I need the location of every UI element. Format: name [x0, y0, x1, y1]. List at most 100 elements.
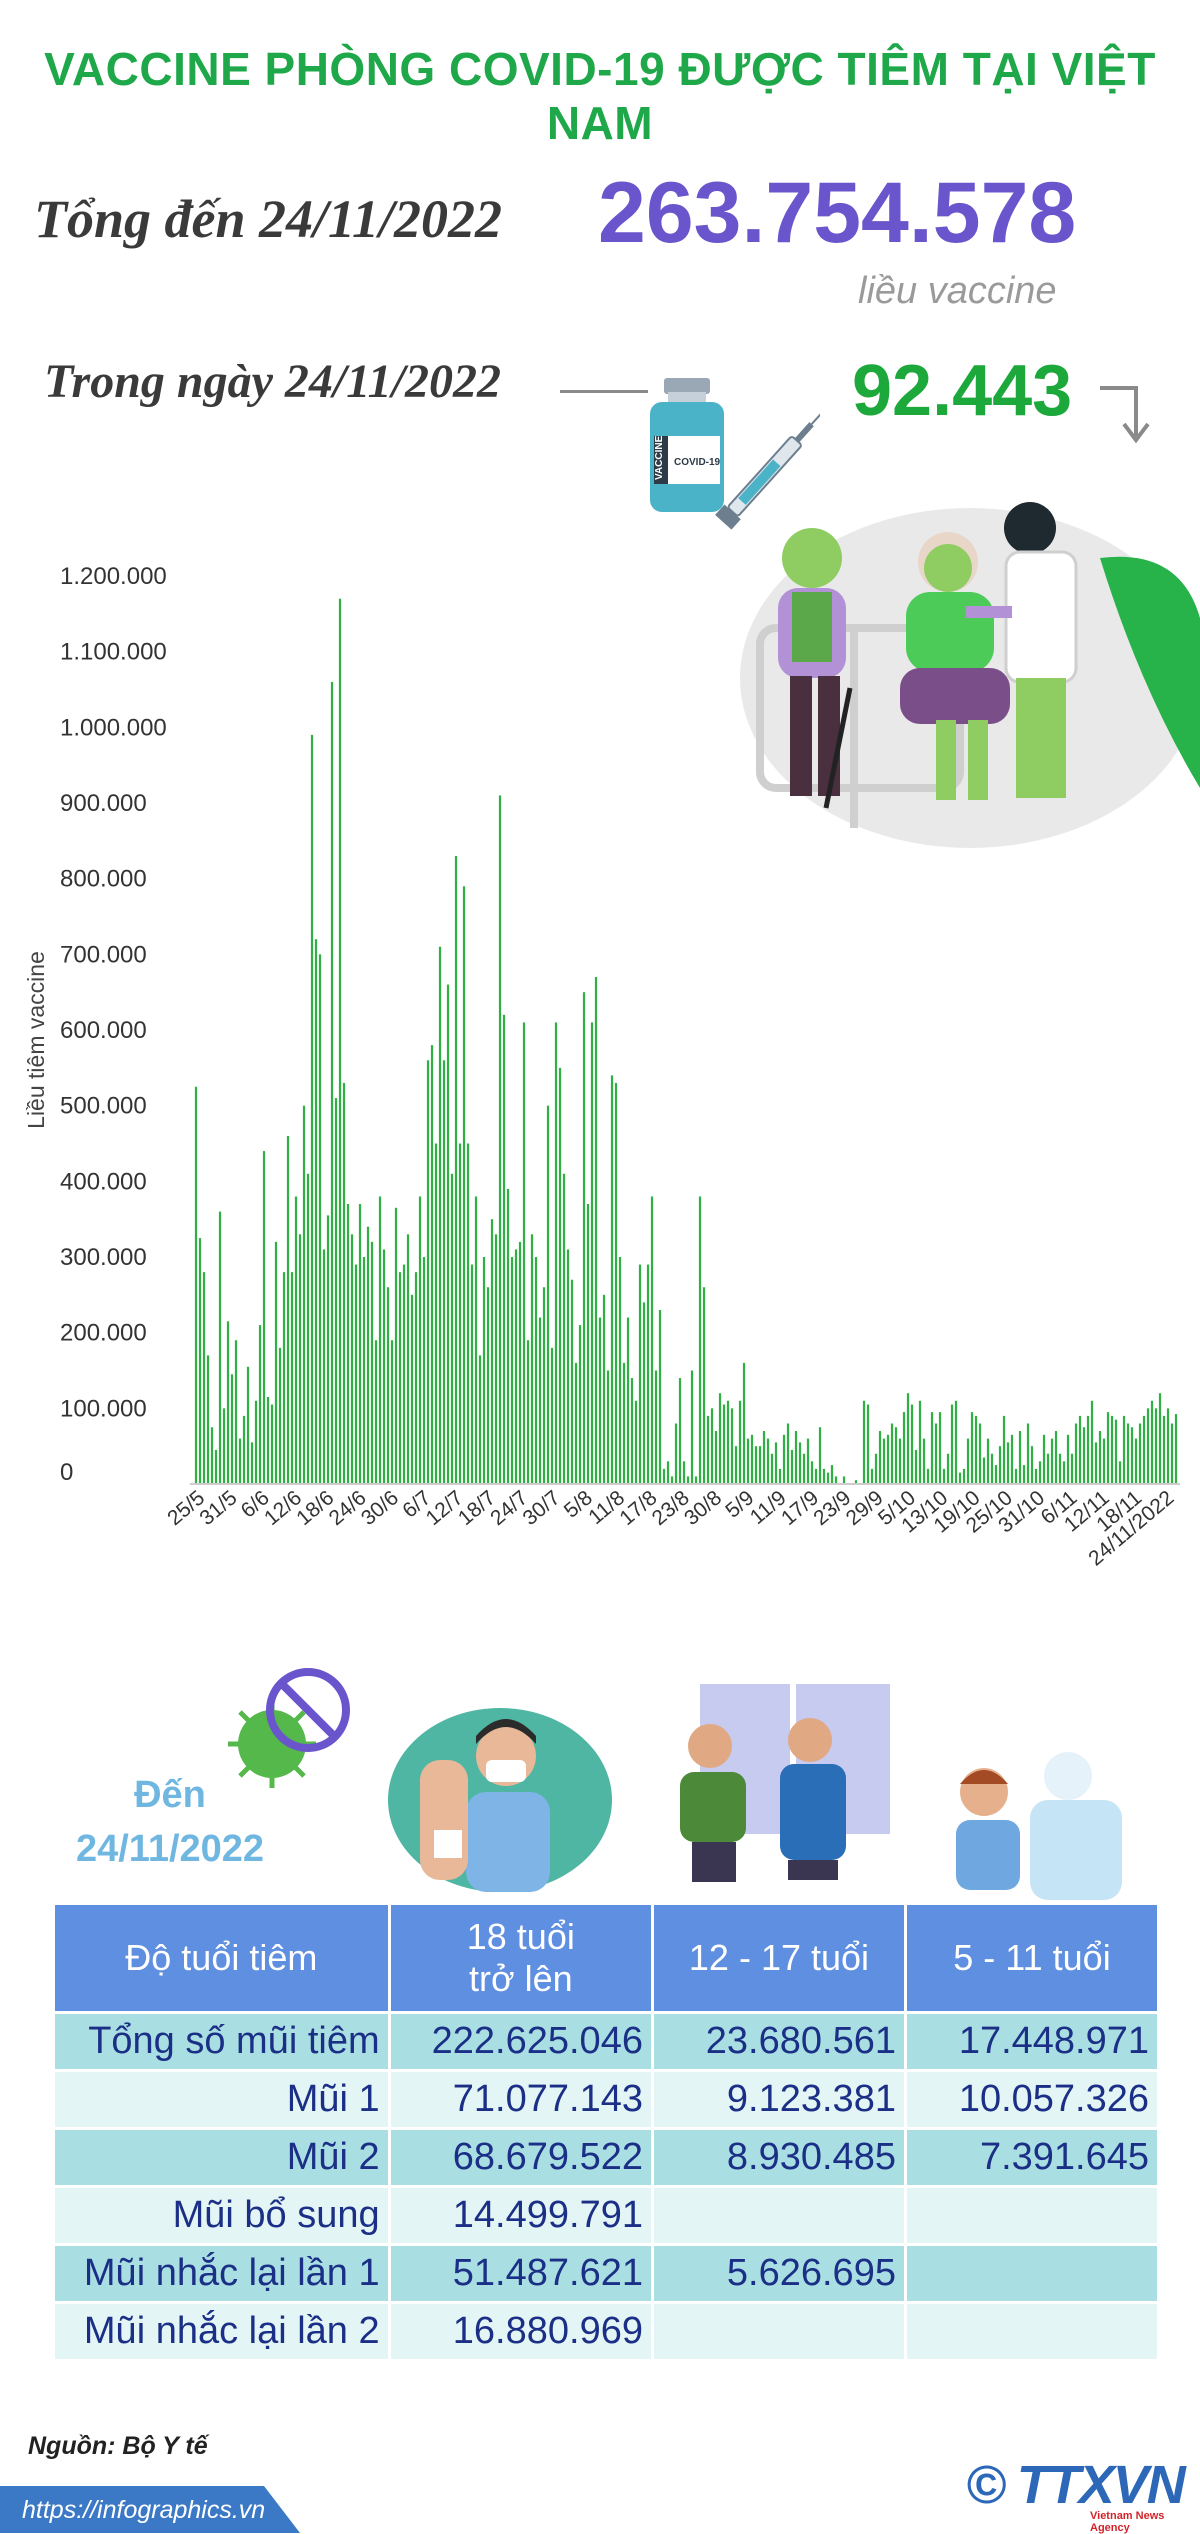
bar [1138, 1423, 1142, 1484]
bar [782, 1434, 786, 1484]
bar [718, 1393, 722, 1484]
bar [1102, 1438, 1106, 1484]
table-row: Mũi 2 68.679.522 8.930.485 7.391.645 [55, 2130, 1157, 2185]
bar [470, 1264, 474, 1484]
bar [206, 1355, 210, 1484]
bar [458, 1143, 462, 1484]
bar [1126, 1423, 1130, 1484]
vaccine-vial-icon: VACCINE COVID-19 [650, 378, 820, 530]
bar [890, 1423, 894, 1484]
bar [506, 1188, 510, 1484]
bar [994, 1465, 998, 1484]
bar [706, 1415, 710, 1484]
bar [286, 1135, 290, 1484]
bar [1082, 1427, 1086, 1484]
x-axis: 25/531/56/612/618/624/630/66/712/718/724… [163, 1486, 1178, 1570]
bar [266, 1396, 270, 1484]
bar [914, 1449, 918, 1484]
bar [602, 1294, 606, 1484]
bar [534, 1257, 538, 1484]
day-label: Trong ngày 24/11/2022 [44, 355, 501, 408]
bar [1038, 1461, 1042, 1484]
bar [1110, 1415, 1114, 1484]
bar [1066, 1434, 1070, 1484]
bar [562, 1173, 566, 1484]
cell-value: 8.930.485 [653, 2130, 904, 2185]
cell-value: 17.448.971 [906, 2014, 1157, 2069]
bar [830, 1465, 834, 1484]
table-row: Tổng số mũi tiêm 222.625.046 23.680.561 … [55, 2014, 1157, 2069]
bar [922, 1438, 926, 1484]
bar [758, 1446, 762, 1484]
bar [598, 1317, 602, 1484]
row-label: Tổng số mũi tiêm [55, 2014, 388, 2069]
bar [498, 795, 502, 1484]
bar [554, 1022, 558, 1484]
bar [750, 1434, 754, 1484]
bar [1050, 1438, 1054, 1484]
bar [382, 1249, 386, 1484]
bar [518, 1241, 522, 1484]
y-tick-label: 200.000 [60, 1320, 147, 1347]
main-title: VACCINE PHÒNG COVID-19 ĐƯỢC TIÊM TẠI VIỆ… [44, 43, 1156, 149]
date-caption-line2: 24/11/2022 [75, 1828, 265, 1870]
bar [406, 1234, 410, 1484]
bar [494, 1234, 498, 1484]
bar [1018, 1431, 1022, 1484]
bar [466, 1143, 470, 1484]
cell-value: 16.880.969 [390, 2304, 651, 2359]
vial-label: COVID-19 [674, 457, 721, 468]
table-header-row: Độ tuổi tiêm 18 tuổi trở lên 12 - 17 tuổ… [55, 1905, 1157, 2011]
bar [986, 1438, 990, 1484]
bar [982, 1457, 986, 1484]
bar [430, 1045, 434, 1484]
bar [510, 1257, 514, 1484]
bar [398, 1272, 402, 1484]
bar [1030, 1446, 1034, 1484]
bar [234, 1340, 238, 1484]
bar [610, 1075, 614, 1484]
date-caption-line1: Đến [134, 1774, 206, 1816]
cell-value: 9.123.381 [653, 2072, 904, 2127]
day-value: 92.443 [852, 351, 1073, 431]
bar [870, 1468, 874, 1484]
cell-value [906, 2246, 1157, 2301]
bar [794, 1431, 798, 1484]
cell-value: 14.499.791 [390, 2188, 651, 2243]
bar [1046, 1453, 1050, 1484]
bar [958, 1472, 962, 1484]
bar [550, 1347, 554, 1484]
bar [902, 1412, 906, 1484]
x-tick-label: 30/8 [680, 1486, 726, 1530]
bar [362, 1257, 366, 1484]
bar [314, 939, 318, 1484]
bar [1150, 1400, 1154, 1484]
bar [746, 1438, 750, 1484]
bar [1154, 1408, 1158, 1484]
header-18-plus: 18 tuổi trở lên [390, 1905, 651, 2011]
bar [1058, 1453, 1062, 1484]
row-label: Mũi nhắc lại lần 2 [55, 2304, 388, 2359]
cell-value: 222.625.046 [390, 2014, 651, 2069]
bar [222, 1408, 226, 1484]
bar [874, 1453, 878, 1484]
bar [930, 1412, 934, 1484]
total-unit: liều vaccine [858, 270, 1057, 312]
bar [426, 1060, 430, 1484]
row-label: Mũi nhắc lại lần 1 [55, 2246, 388, 2301]
y-tick-label: 400.000 [60, 1168, 147, 1195]
ttxvn-logo: © TTXVN [966, 2455, 1186, 2515]
y-axis: 0 100.000 200.000 300.000 400.000 500.000 600.… [60, 563, 167, 1486]
y-tick-label: 600.000 [60, 1017, 147, 1044]
bar [338, 598, 342, 1484]
bar [1054, 1431, 1058, 1484]
bar [722, 1404, 726, 1484]
cell-value: 71.077.143 [390, 2072, 651, 2127]
bar [626, 1317, 630, 1484]
bar [558, 1067, 562, 1484]
cell-value: 7.391.645 [906, 2130, 1157, 2185]
header-age-group: Độ tuổi tiêm [55, 1905, 388, 2011]
bar [1094, 1442, 1098, 1484]
footer-url-link[interactable]: https://infographics.vn [22, 2496, 266, 2524]
bar [542, 1287, 546, 1484]
